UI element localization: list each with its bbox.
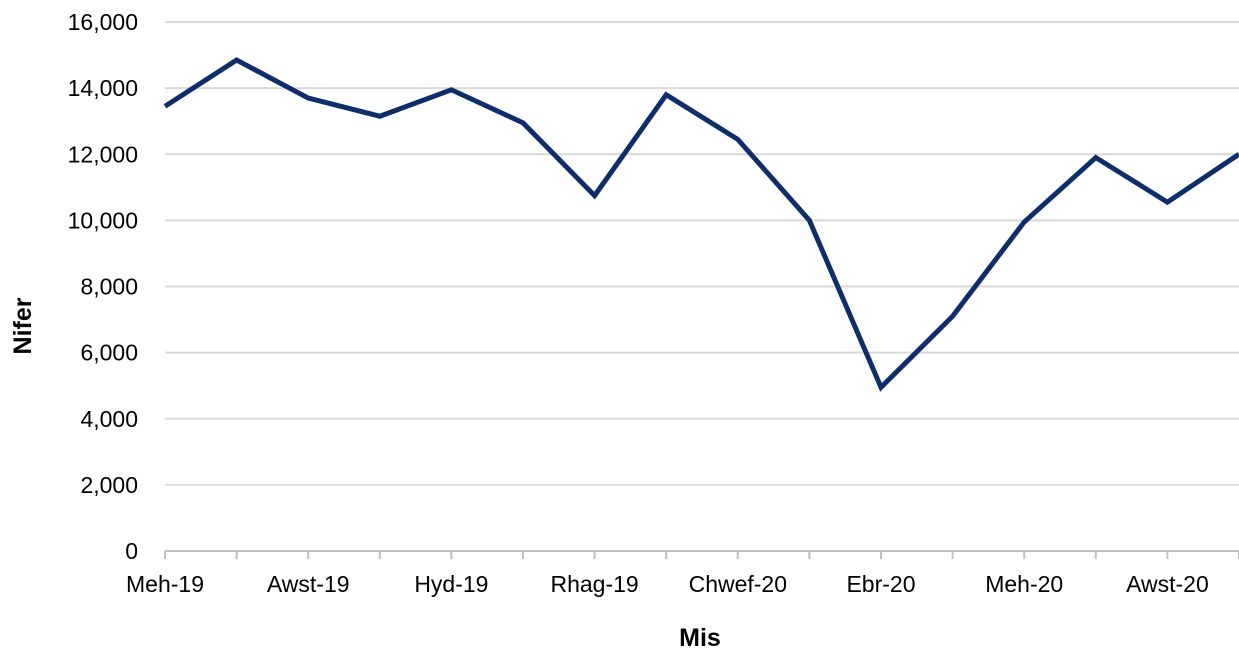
y-tick-label: 16,000	[68, 9, 138, 35]
y-axis: 0 2,000 4,000 6,000 8,000 10,000 12,000 14,000 1…	[68, 9, 138, 564]
y-tick-label: 2,000	[80, 472, 138, 498]
y-tick-label: 14,000	[68, 75, 138, 101]
y-tick-label: 8,000	[80, 274, 138, 300]
x-tick-label: Hyd-19	[414, 571, 488, 597]
x-tick-label: Awst-19	[267, 571, 350, 597]
y-tick-label: 6,000	[80, 340, 138, 366]
y-axis-title: Nifer	[9, 297, 37, 354]
x-tick-label: Awst-20	[1126, 571, 1209, 597]
x-axis	[164, 550, 1239, 559]
gridlines	[165, 21, 1239, 486]
y-tick-label: 12,000	[68, 141, 138, 167]
y-tick-label: 10,000	[68, 207, 138, 233]
x-tick-labels: Meh-19 Awst-19 Hyd-19 Rhag-19 Chwef-20 Ebr-20…	[126, 571, 1209, 597]
y-tick-label: 4,000	[80, 406, 138, 432]
x-tick-label: Meh-19	[126, 571, 204, 597]
x-tick-label: Meh-20	[985, 571, 1063, 597]
x-tick-label: Rhag-19	[550, 571, 638, 597]
y-tick-label: 0	[125, 538, 138, 564]
series-line	[163, 57, 1239, 392]
x-tick-label: Ebr-20	[846, 571, 915, 597]
x-axis-title: Mis	[679, 624, 721, 650]
x-tick-label: Chwef-20	[689, 571, 787, 597]
series-group	[163, 57, 1239, 392]
